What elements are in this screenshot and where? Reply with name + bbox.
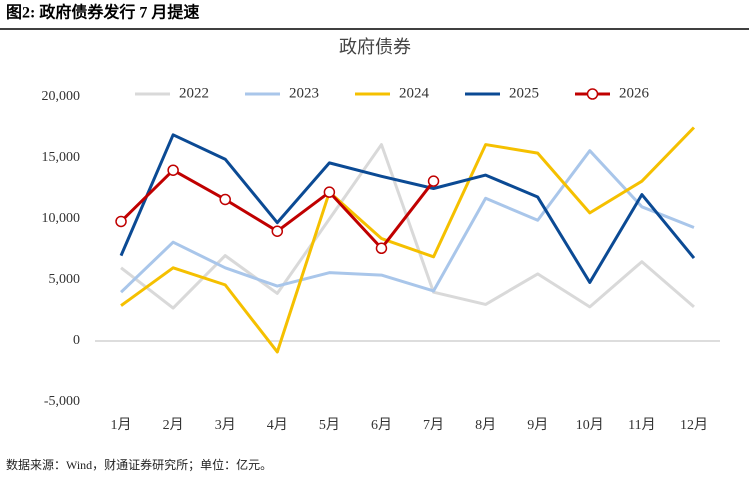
legend-marker xyxy=(586,88,599,100)
source-note: 数据来源：Wind，财通证券研究所；单位：亿元。 xyxy=(6,457,272,472)
header-title: 图2: 政府债券发行 7 月提速 xyxy=(6,3,199,22)
x-tick-label: 3月 xyxy=(215,417,236,433)
y-tick-label: 0 xyxy=(73,333,80,348)
y-tick-label: 15,000 xyxy=(42,150,81,165)
y-tick-label: 20,000 xyxy=(42,89,81,104)
x-tick-label: 7月 xyxy=(423,417,444,433)
legend-label: 2024 xyxy=(399,85,430,101)
point-marker xyxy=(167,164,179,176)
point-marker xyxy=(219,193,231,206)
x-tick-label: 11月 xyxy=(628,417,655,433)
x-tick-label: 6月 xyxy=(371,417,392,433)
point-marker xyxy=(323,186,336,198)
x-tick-label: 5月 xyxy=(319,417,340,433)
point-marker xyxy=(115,215,127,228)
x-tick-label: 1月 xyxy=(111,417,132,433)
legend-label: 2023 xyxy=(289,85,319,101)
point-marker xyxy=(427,175,440,187)
y-tick-label: 10,000 xyxy=(42,211,81,226)
series-line xyxy=(119,133,696,284)
x-tick-label: 10月 xyxy=(576,417,604,433)
x-tick-label: 2月 xyxy=(163,417,184,433)
point-marker xyxy=(375,242,388,255)
point-marker xyxy=(271,225,284,237)
legend-label: 2022 xyxy=(179,85,209,101)
x-tick-label: 8月 xyxy=(475,417,496,433)
x-tick-label: 9月 xyxy=(527,417,548,433)
legend-label: 2025 xyxy=(509,85,539,101)
x-tick-label: 4月 xyxy=(267,417,288,433)
legend-label: 2026 xyxy=(619,85,650,101)
chart-title: 政府债券 xyxy=(339,37,411,57)
series-line xyxy=(120,149,695,294)
y-tick-label: 5,000 xyxy=(49,272,81,287)
y-tick-label: -5,000 xyxy=(44,394,80,409)
series-line xyxy=(120,126,696,354)
x-tick-label: 12月 xyxy=(680,417,708,433)
